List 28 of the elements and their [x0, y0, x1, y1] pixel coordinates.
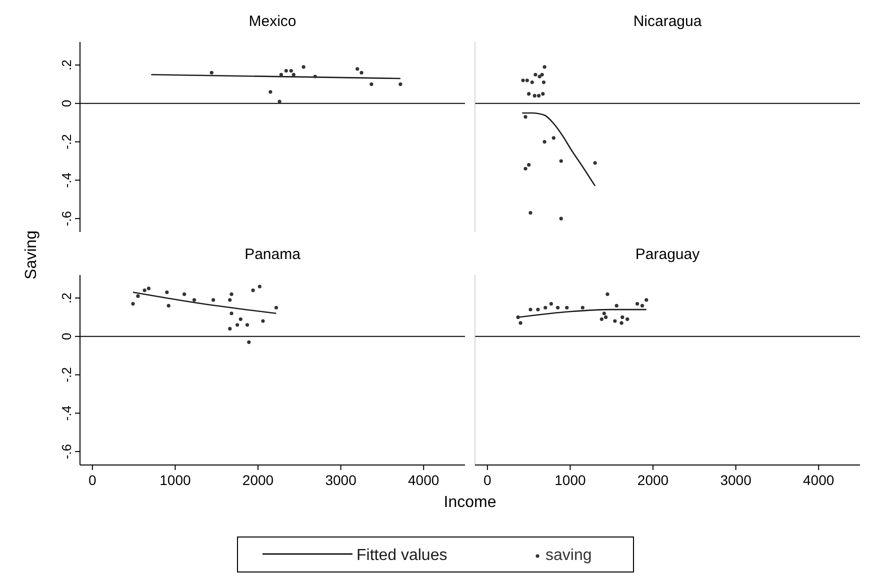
x-tick-label: 0: [484, 472, 492, 488]
x-tick-label: 2000: [637, 472, 669, 488]
text: Fitted values: [356, 547, 448, 564]
y-tick-label: .2: [59, 292, 74, 304]
y-tick-label: -.2: [59, 134, 74, 150]
chart-title: Nicaragua: [633, 13, 702, 30]
y-tick-label: -.2: [59, 367, 74, 382]
x-tick-label: 1000: [554, 472, 586, 488]
x-tick-label: 3000: [325, 472, 357, 488]
y-tick-label: -.6: [59, 444, 74, 460]
x-tick-label: 4000: [803, 472, 834, 488]
legend-label: saving: [546, 547, 592, 564]
chart-title: Paraguay: [635, 246, 700, 263]
x-tick-label: 4000: [408, 472, 440, 488]
y-tick-label: -.4: [59, 406, 74, 421]
y-tick-label: 0: [59, 100, 74, 108]
y-tick-label: -.6: [59, 210, 74, 226]
x-tick-label: 3000: [720, 472, 752, 488]
x-tick-label: 1000: [160, 472, 191, 488]
x-tick-label: 2000: [242, 472, 274, 488]
y-axis-title: Saving: [23, 230, 40, 280]
y-tick-label: -.4: [59, 172, 74, 188]
x-tick-label: 0: [88, 472, 97, 488]
x-axis-title: Income: [444, 494, 496, 511]
chart-title: Panama: [244, 246, 302, 263]
chart-title: Mexico: [248, 13, 296, 30]
y-tick-label: 0: [59, 332, 74, 340]
y-tick-label: .2: [59, 60, 74, 70]
